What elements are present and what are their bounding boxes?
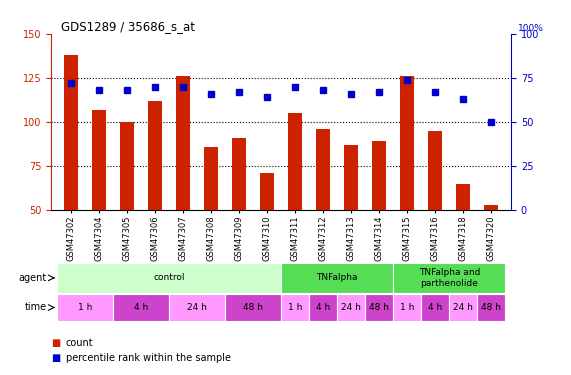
Text: 4 h: 4 h [316, 303, 331, 312]
Bar [148, 101, 162, 210]
Bar [393, 262, 505, 293]
Text: time: time [25, 303, 47, 312]
Text: 48 h: 48 h [369, 303, 389, 312]
Bar [421, 294, 449, 321]
Bar [449, 294, 477, 321]
Text: 4 h: 4 h [428, 303, 443, 312]
Bar [365, 294, 393, 321]
Bar [176, 76, 190, 210]
Text: 48 h: 48 h [481, 303, 501, 312]
Text: count: count [66, 338, 93, 348]
Bar [316, 129, 330, 210]
Bar [64, 55, 78, 210]
Text: control: control [154, 273, 185, 282]
Bar [92, 110, 106, 210]
Text: GDS1289 / 35686_s_at: GDS1289 / 35686_s_at [61, 20, 195, 33]
Bar [169, 294, 225, 321]
Bar [337, 294, 365, 321]
Text: agent: agent [18, 273, 47, 283]
Text: 48 h: 48 h [243, 303, 263, 312]
Text: 1 h: 1 h [288, 303, 303, 312]
Bar [225, 294, 281, 321]
Bar [120, 122, 134, 210]
Bar [57, 294, 113, 321]
Text: 4 h: 4 h [134, 303, 148, 312]
Bar [400, 76, 415, 210]
Bar [428, 131, 443, 210]
Text: 1 h: 1 h [400, 303, 415, 312]
Bar [344, 145, 358, 210]
Bar [204, 147, 218, 210]
Bar [282, 294, 309, 321]
Bar [260, 173, 274, 210]
Bar [57, 262, 281, 293]
Text: 24 h: 24 h [187, 303, 207, 312]
Bar [477, 294, 505, 321]
Bar [456, 184, 471, 210]
Text: 24 h: 24 h [341, 303, 361, 312]
Text: percentile rank within the sample: percentile rank within the sample [66, 353, 231, 363]
Bar [282, 262, 393, 293]
Text: ■: ■ [51, 338, 61, 348]
Bar [232, 138, 246, 210]
Bar [288, 113, 302, 210]
Text: TNFalpha: TNFalpha [316, 273, 358, 282]
Text: TNFalpha and
parthenolide: TNFalpha and parthenolide [419, 268, 480, 288]
Bar [372, 141, 387, 210]
Bar [484, 205, 498, 210]
Bar [113, 294, 169, 321]
Bar [309, 294, 337, 321]
Text: 24 h: 24 h [453, 303, 473, 312]
Text: 1 h: 1 h [78, 303, 92, 312]
Bar [393, 294, 421, 321]
Text: 100%: 100% [518, 24, 544, 33]
Text: ■: ■ [51, 353, 61, 363]
